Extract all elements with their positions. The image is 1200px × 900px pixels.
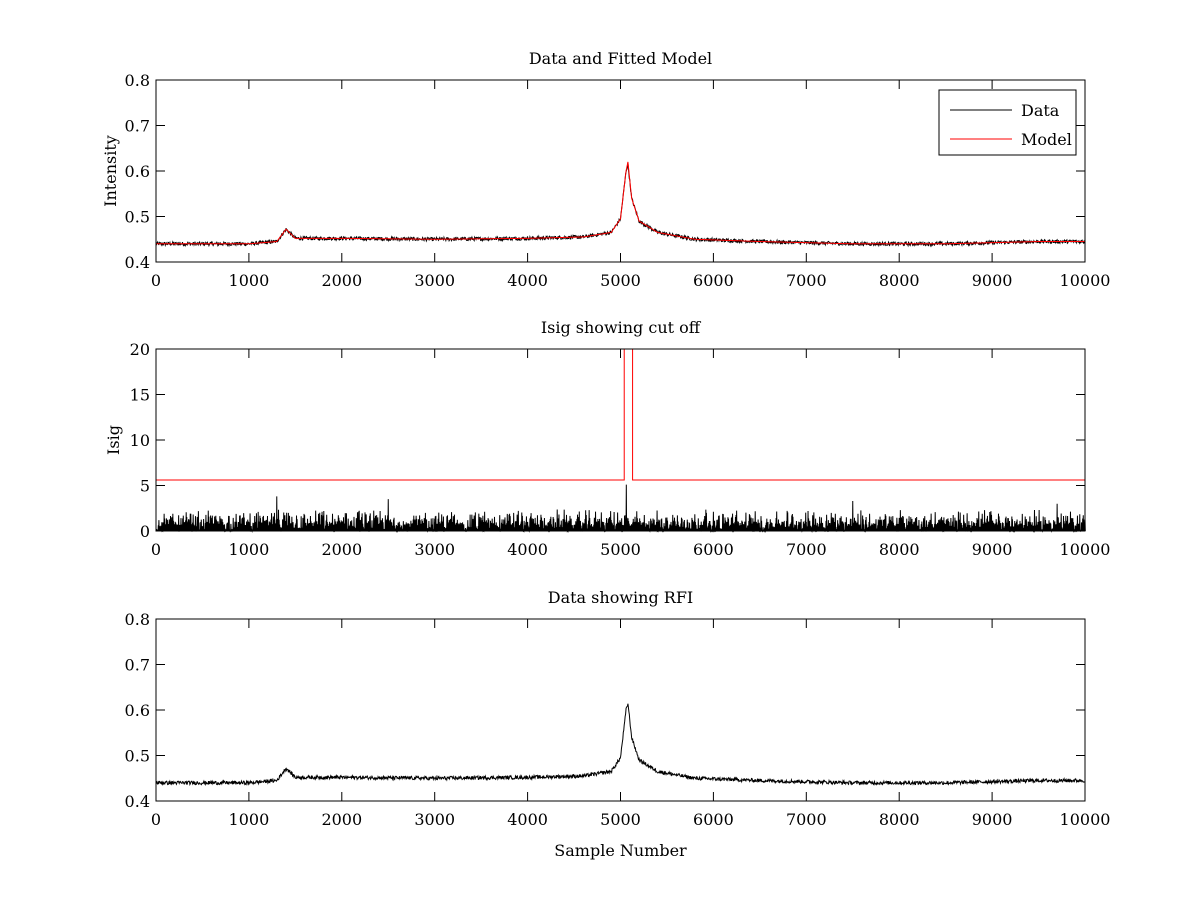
x-tick-label: 10000 [1060,540,1111,559]
x-tick-label: 0 [151,540,161,559]
x-tick-label: 8000 [879,540,920,559]
panel-1-x-ticks: 0 1000 2000 3000 4000 5000 6000 7000 8000 9000 100… [151,80,1111,290]
panel-data-rfi: Data showing RFI 0 1000 2000 3000 4000 5000 60… [125,588,1111,860]
x-tick-label: 9000 [972,540,1013,559]
x-tick-label: 10000 [1060,271,1111,290]
y-tick-label: 5 [140,477,150,496]
x-tick-label: 0 [151,271,161,290]
x-tick-label: 9000 [972,271,1013,290]
panel-isig: Isig showing cut off Isig 0 1000 2000 3000 4… [104,318,1110,559]
x-tick-label: 6000 [693,271,734,290]
panel-1-title: Data and Fitted Model [529,49,712,68]
x-tick-label: 5000 [600,810,641,829]
panel-2-y-ticks: 0 5 10 15 20 [130,340,1085,541]
x-tick-label: 2000 [321,540,362,559]
x-tick-label: 1000 [229,810,270,829]
panel-2-x-ticks: 0 1000 2000 3000 4000 5000 6000 7000 8000 9000 100… [151,349,1111,559]
legend-box [938,89,1077,156]
x-tick-label: 4000 [507,540,548,559]
x-tick-label: 0 [151,810,161,829]
panel-3-title: Data showing RFI [548,588,693,607]
series-line-data [155,703,1086,787]
y-tick-label: 20 [130,340,150,359]
panel-2-title: Isig showing cut off [541,318,702,337]
y-tick-label: 0.6 [125,701,150,720]
y-tick-label: 0.7 [125,117,150,136]
x-tick-label: 6000 [693,540,734,559]
legend-label-data: Data [1021,101,1060,120]
x-tick-label: 4000 [507,271,548,290]
x-tick-label: 3000 [414,271,455,290]
x-tick-label: 2000 [321,271,362,290]
legend: Data Model [938,89,1077,156]
x-tick-label: 8000 [879,271,920,290]
y-tick-label: 15 [130,386,150,405]
y-tick-label: 0.8 [125,610,150,629]
panel-3-plot-area [155,703,1086,787]
x-tick-label: 2000 [321,810,362,829]
x-tick-label: 4000 [507,810,548,829]
series-line-model [156,161,1085,245]
x-tick-label: 9000 [972,810,1013,829]
y-tick-label: 0.4 [125,792,150,811]
x-tick-label: 5000 [600,271,641,290]
panel-1-ylabel: Intensity [101,135,120,207]
panel-3-y-ticks: 0.4 0.5 0.6 0.7 0.8 [125,610,1085,811]
y-tick-label: 0.6 [125,162,150,181]
panel-1-plot-area [155,161,1086,248]
x-tick-label: 7000 [786,540,827,559]
x-tick-label: 7000 [786,810,827,829]
panel-3-x-ticks: 0 1000 2000 3000 4000 5000 6000 7000 8000 9000 100… [151,619,1111,829]
y-tick-label: 0.7 [125,656,150,675]
panel-2-ylabel: Isig [104,425,123,455]
x-tick-label: 5000 [600,540,641,559]
y-tick-label: 0.5 [125,747,150,766]
y-tick-label: 0.8 [125,71,150,90]
y-tick-label: 0.4 [125,253,150,272]
x-tick-label: 1000 [229,540,270,559]
legend-label-model: Model [1021,130,1072,149]
y-tick-label: 10 [130,431,150,450]
x-tick-label: 3000 [414,810,455,829]
x-tick-label: 8000 [879,810,920,829]
panel-1-y-ticks: 0.4 0.5 0.6 0.7 0.8 [125,71,1085,272]
x-tick-label: 6000 [693,810,734,829]
y-tick-label: 0 [140,522,150,541]
x-tick-label: 1000 [229,271,270,290]
panel-3-xlabel: Sample Number [554,841,687,860]
x-tick-label: 7000 [786,271,827,290]
x-tick-label: 3000 [414,540,455,559]
x-tick-label: 10000 [1060,810,1111,829]
panel-data-and-model: Data and Fitted Model Intensity 0 1000 200… [101,49,1110,290]
y-tick-label: 0.5 [125,208,150,227]
